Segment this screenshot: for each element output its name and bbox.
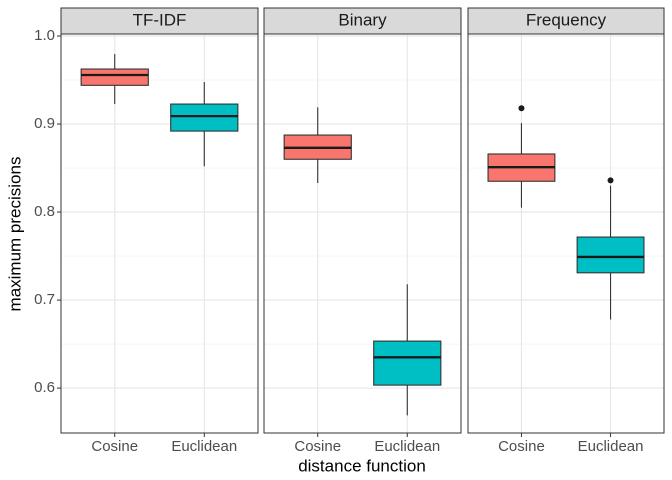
box	[80, 68, 149, 86]
x-tick-label: Cosine	[294, 438, 341, 455]
facet-title: TF-IDF	[133, 10, 187, 29]
facet-title: Frequency	[526, 10, 607, 29]
outlier	[518, 105, 525, 112]
facet-title: Binary	[338, 10, 387, 29]
y-tick-label: 0.6	[34, 379, 55, 396]
y-tick-label: 0.9	[34, 115, 55, 132]
x-tick-label: Euclidean	[578, 438, 644, 455]
box	[373, 340, 442, 386]
panel-border	[60, 33, 259, 434]
box	[576, 236, 645, 274]
x-tick-label: Euclidean	[171, 438, 237, 455]
y-tick-label: 0.7	[34, 291, 55, 308]
x-tick-label: Euclidean	[374, 438, 440, 455]
outlier	[607, 177, 614, 184]
panel-border	[263, 33, 462, 434]
x-axis-title: distance function	[298, 456, 426, 475]
strip	[467, 7, 665, 35]
x-tick-label: Cosine	[91, 438, 138, 455]
y-tick-label: 0.8	[34, 203, 55, 220]
strip	[263, 7, 462, 35]
y-tick-label: 1.0	[34, 27, 55, 44]
y-axis-title: maximum precisions	[5, 157, 24, 312]
panel-border	[467, 33, 665, 434]
x-tick-label: Cosine	[498, 438, 545, 455]
box	[170, 103, 239, 132]
